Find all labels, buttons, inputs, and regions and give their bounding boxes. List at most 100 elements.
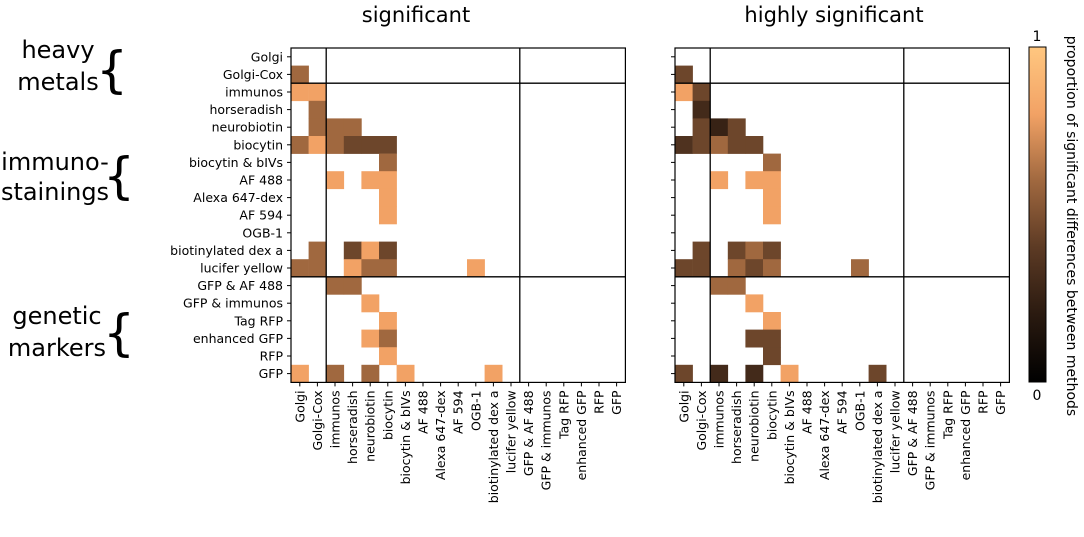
x-tick-label: AF 594: [835, 390, 850, 434]
heatmap-cell: [326, 136, 345, 154]
heatmap-cell: [361, 294, 380, 313]
heatmap-cell: [727, 259, 746, 278]
heatmap-cell: [326, 118, 345, 137]
heatmap-cell: [308, 136, 327, 154]
y-tick-label: immunos: [225, 85, 283, 100]
y-tick-label: neurobiotin: [212, 120, 283, 135]
heatmap-cell: [361, 136, 380, 154]
heatmap-cell: [343, 136, 362, 154]
heatmap-cell: [675, 83, 693, 102]
x-tick-label: immunos: [712, 390, 727, 448]
heatmap-cell: [467, 259, 485, 278]
heatmap-cell: [745, 241, 764, 260]
y-tick-label: biocytin: [233, 137, 283, 152]
x-tick-label: biocytin: [764, 390, 779, 440]
heatmap-cell: [291, 83, 309, 102]
heatmap-cell: [763, 171, 781, 190]
heatmap-cell: [361, 171, 380, 190]
x-tick-label: GFP & immunos: [923, 390, 938, 490]
x-tick-label: enhanced GFP: [958, 390, 973, 480]
group-label-heavy-metals: heavy metals {: [17, 36, 128, 99]
x-tick-label: biotinylated dex a: [870, 390, 885, 503]
x-tick-label: GFP & AF 488: [521, 390, 536, 476]
heatmap-cell: [379, 171, 397, 190]
heatmap-cell: [763, 347, 781, 366]
brace-icon: {: [103, 147, 135, 205]
heatmap-cell: [308, 83, 327, 102]
group-label-line: immuno-: [1, 148, 109, 176]
heatmap-cell: [692, 118, 711, 137]
heatmap-cell: [675, 136, 693, 154]
heatmap-cell: [763, 329, 781, 348]
heatmap-cell: [763, 259, 781, 278]
brace-icon: {: [103, 304, 135, 362]
x-tick-label: Golgi: [676, 390, 691, 422]
heatmap-cell: [710, 171, 729, 190]
heatmap-cell: [763, 206, 781, 225]
heatmap-cell: [326, 364, 345, 383]
heatmap-cell: [745, 294, 764, 313]
heatmap-cell: [361, 364, 380, 383]
x-tick-label: OGB-1: [852, 390, 867, 431]
group-label-genetic-markers: genetic markers {: [8, 302, 135, 362]
heatmap-cell: [361, 329, 380, 348]
heatmap-cell: [308, 118, 327, 137]
x-tick-label: neurobiotin: [747, 390, 762, 461]
heatmap-cell: [343, 259, 362, 278]
heatmap-cell: [484, 364, 503, 383]
y-tick-label: Tag RFP: [233, 313, 283, 328]
colorbar-tick-min: 0: [1033, 388, 1042, 404]
x-tick-label: neurobiotin: [363, 390, 378, 461]
x-tick-label: biotinylated dex a: [486, 390, 501, 503]
heatmap-cell: [727, 276, 746, 295]
group-label-line: heavy: [21, 36, 94, 64]
heatmap-cell: [361, 241, 380, 260]
x-tick-label: GFP & AF 488: [905, 390, 920, 476]
x-tick-label: Alexa 647-dex: [817, 390, 832, 480]
heatmap-cell: [868, 364, 887, 383]
heatmap-cell: [361, 259, 380, 278]
brace-icon: {: [96, 41, 128, 99]
heatmap-cell: [379, 312, 397, 330]
heatmap-cell: [763, 188, 781, 207]
x-tick-label: GFP: [993, 390, 1008, 415]
x-tick-label: lucifer yellow: [504, 390, 519, 473]
heatmap-cell: [308, 259, 327, 278]
heatmap-cell: [396, 364, 415, 383]
colorbar: 1 0 proportion of significant difference…: [1028, 29, 1079, 416]
heatmap-cell: [692, 100, 711, 119]
heatmap-cell: [343, 276, 362, 295]
heatmap-cell: [745, 259, 764, 278]
x-tick-label: AF 488: [800, 390, 815, 434]
y-tick-label: biocytin & bIVs: [189, 155, 283, 170]
x-tick-label: OGB-1: [468, 390, 483, 431]
x-tick-label: Golgi: [292, 390, 307, 422]
heatmap-cell: [745, 364, 764, 383]
y-tick-label: Golgi-Cox: [223, 67, 283, 82]
heatmap-cell: [727, 241, 746, 260]
heatmap-cell: [379, 188, 397, 207]
heatmap-cell: [780, 364, 799, 383]
heatmap-cell: [291, 136, 309, 154]
heatmap-cell: [710, 118, 729, 137]
heatmap-cell: [379, 206, 397, 225]
heatmap-cell: [727, 118, 746, 137]
heatmap-cell: [692, 259, 711, 278]
colorbar-tick-max: 1: [1033, 29, 1042, 45]
y-tick-label: lucifer yellow: [200, 261, 283, 276]
y-tick-label: GFP & immunos: [183, 296, 283, 311]
heatmap-panel-significant: GolgiGolgi-Coximmunoshorseradishneurobio…: [170, 47, 626, 503]
heatmap-cell: [379, 136, 397, 154]
x-tick-label: AF 488: [416, 390, 431, 434]
x-tick-label: Tag RFP: [556, 390, 571, 440]
heatmap-cell: [745, 136, 764, 154]
heatmap-cell: [343, 118, 362, 137]
heatmap-cell: [727, 136, 746, 154]
y-tick-label: biotinylated dex a: [170, 243, 283, 258]
x-tick-label: horseradish: [345, 390, 360, 464]
y-tick-label: AF 488: [239, 173, 283, 188]
y-tick-label: GFP & AF 488: [197, 278, 283, 293]
heatmap-cell: [326, 171, 345, 190]
heatmap-cell: [308, 241, 327, 260]
x-tick-label: immunos: [328, 390, 343, 448]
